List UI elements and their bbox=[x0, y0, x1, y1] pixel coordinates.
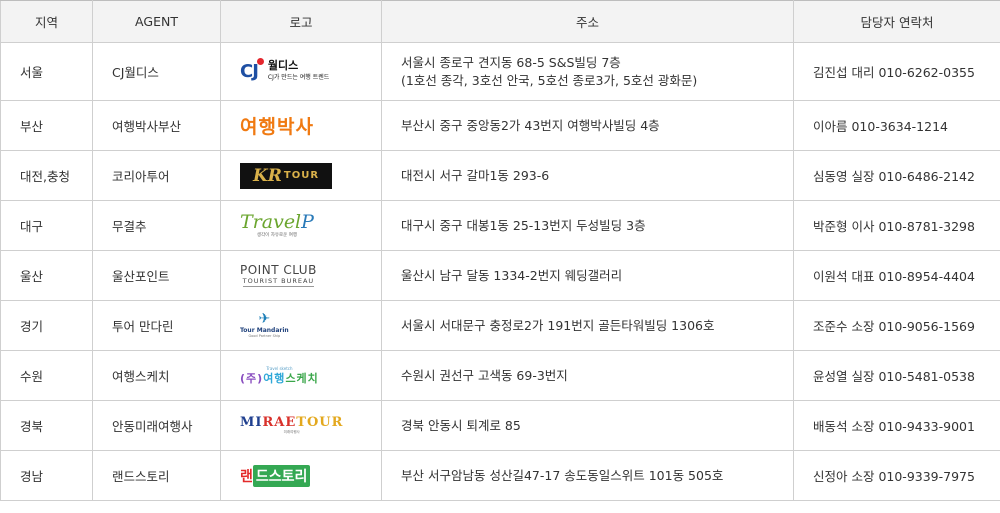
travel-sketch-logo-icon[interactable]: Travel sketch (주)여행스케치 bbox=[240, 366, 319, 385]
region-cell: 부산 bbox=[0, 100, 93, 151]
cj-mark: CJ bbox=[240, 58, 264, 82]
tour-mandarin-logo-icon[interactable]: ✈ Tour Mandarin Good Partner Ship bbox=[240, 311, 289, 339]
agent-cell: CJ월디스 bbox=[92, 42, 221, 101]
contact-cell: 조준수 소장 010-9056-1569 bbox=[793, 300, 1000, 351]
agent-table: 지역 AGENT 로고 주소 담당자 연락처 서울 CJ월디스 CJ 월디스 C… bbox=[0, 0, 1000, 501]
address-line: (1호선 종각, 3호선 안국, 5호선 종로3가, 5호선 광화문) bbox=[401, 72, 698, 88]
point-club-logo-icon[interactable]: POINT CLUB TOURIST BUREAU bbox=[240, 258, 317, 294]
region-cell: 경북 bbox=[0, 400, 93, 451]
agent-cell: 여행박사부산 bbox=[92, 100, 221, 151]
agent-cell: 코리아투어 bbox=[92, 150, 221, 201]
region-cell: 경기 bbox=[0, 300, 93, 351]
table-row: 수원 여행스케치 Travel sketch (주)여행스케치 수원시 권선구 … bbox=[0, 350, 1000, 401]
address-line: 부산시 중구 중앙동2가 43번지 여행박사빌딩 4층 bbox=[401, 117, 660, 133]
header-contact: 담당자 연락처 bbox=[793, 0, 1000, 43]
travel-p-logo-icon[interactable]: TravelP 생각이 자유로운 여행 bbox=[240, 210, 314, 238]
logo-cell: KR TOUR bbox=[220, 150, 382, 201]
contact-cell: 신정아 소장 010-9339-7975 bbox=[793, 450, 1000, 501]
logo-cell: ✈ Tour Mandarin Good Partner Ship bbox=[220, 300, 382, 351]
table-row: 경남 랜드스토리 랜 드스토리 부산 서구암남동 성산길47-17 송도동일스위트… bbox=[0, 450, 1000, 501]
address-line: 울산시 남구 달동 1334-2번지 웨딩갤러리 bbox=[401, 267, 623, 283]
address-cell: 울산시 남구 달동 1334-2번지 웨딩갤러리 bbox=[381, 250, 794, 301]
header-agent: AGENT bbox=[92, 0, 221, 43]
contact-cell: 심동영 실장 010-6486-2142 bbox=[793, 150, 1000, 201]
contact-cell: 박준형 이사 010-8781-3298 bbox=[793, 200, 1000, 251]
agent-cell: 안동미래여행사 bbox=[92, 400, 221, 451]
contact-cell: 이아름 010-3634-1214 bbox=[793, 100, 1000, 151]
logo-cell: MIRAETOUR 미래여행사 bbox=[220, 400, 382, 451]
address-line: 수원시 권선구 고색동 69-3번지 bbox=[401, 367, 568, 383]
address-cell: 수원시 권선구 고색동 69-3번지 bbox=[381, 350, 794, 401]
table-row: 서울 CJ월디스 CJ 월디스 CJ가 만드는 여행 트렌드 서울시 종로구 견… bbox=[0, 42, 1000, 101]
table-row: 대전,충청 코리아투어 KR TOUR 대전시 서구 갈마1동 293-6 심동영… bbox=[0, 150, 1000, 201]
address-line: 서울시 종로구 견지동 68-5 S&S빌딩 7층 bbox=[401, 54, 621, 70]
logo-cell: 랜 드스토리 bbox=[220, 450, 382, 501]
logo-cell: TravelP 생각이 자유로운 여행 bbox=[220, 200, 382, 251]
table-row: 경기 투어 만다린 ✈ Tour Mandarin Good Partner S… bbox=[0, 300, 1000, 351]
header-row: 지역 AGENT 로고 주소 담당자 연락처 bbox=[0, 0, 1000, 43]
region-cell: 서울 bbox=[0, 42, 93, 101]
table-row: 경북 안동미래여행사 MIRAETOUR 미래여행사 경북 안동시 퇴계로 85… bbox=[0, 400, 1000, 451]
agent-cell: 무결추 bbox=[92, 200, 221, 251]
header-address: 주소 bbox=[381, 0, 794, 43]
table-row: 대구 무결추 TravelP 생각이 자유로운 여행 대구시 중구 대봉1동 2… bbox=[0, 200, 1000, 251]
kr-tour-logo-icon[interactable]: KR TOUR bbox=[240, 162, 332, 189]
contact-cell: 김진섭 대리 010-6262-0355 bbox=[793, 42, 1000, 101]
header-logo: 로고 bbox=[220, 0, 382, 43]
bird-icon: ✈ bbox=[258, 311, 271, 328]
region-cell: 울산 bbox=[0, 250, 93, 301]
address-cell: 대구시 중구 대봉1동 25-13번지 두성빌딩 3층 bbox=[381, 200, 794, 251]
address-line: 경북 안동시 퇴계로 85 bbox=[401, 417, 521, 433]
address-cell: 부산시 중구 중앙동2가 43번지 여행박사빌딩 4층 bbox=[381, 100, 794, 151]
address-line: 대전시 서구 갈마1동 293-6 bbox=[401, 167, 550, 183]
region-cell: 대전,충청 bbox=[0, 150, 93, 201]
address-cell: 대전시 서구 갈마1동 293-6 bbox=[381, 150, 794, 201]
logo-cell: Travel sketch (주)여행스케치 bbox=[220, 350, 382, 401]
address-cell: 서울시 종로구 견지동 68-5 S&S빌딩 7층 (1호선 종각, 3호선 안… bbox=[381, 42, 794, 101]
logo-text: 월디스 bbox=[267, 58, 299, 72]
logo-cell: CJ 월디스 CJ가 만드는 여행 트렌드 bbox=[220, 42, 382, 101]
table-row: 부산 여행박사부산 여행박사 부산시 중구 중앙동2가 43번지 여행박사빌딩 … bbox=[0, 100, 1000, 151]
agent-cell: 랜드스토리 bbox=[92, 450, 221, 501]
agent-cell: 투어 만다린 bbox=[92, 300, 221, 351]
address-line: 서울시 서대문구 충정로2가 191번지 골든타워빌딩 1306호 bbox=[401, 317, 715, 333]
logo-tagline: CJ가 만드는 여행 트렌드 bbox=[267, 73, 330, 81]
header-region: 지역 bbox=[0, 0, 93, 43]
region-cell: 대구 bbox=[0, 200, 93, 251]
contact-cell: 이원석 대표 010-8954-4404 bbox=[793, 250, 1000, 301]
tour-doctor-logo-icon[interactable]: 여행박사 bbox=[240, 116, 314, 138]
region-cell: 경남 bbox=[0, 450, 93, 501]
table-row: 울산 울산포인트 POINT CLUB TOURIST BUREAU 울산시 남… bbox=[0, 250, 1000, 301]
address-line: 대구시 중구 대봉1동 25-13번지 두성빌딩 3층 bbox=[401, 217, 646, 233]
logo-cell: 여행박사 bbox=[220, 100, 382, 151]
agent-cell: 울산포인트 bbox=[92, 250, 221, 301]
contact-cell: 배동석 소장 010-9433-9001 bbox=[793, 400, 1000, 451]
mirae-tour-logo-icon[interactable]: MIRAETOUR 미래여행사 bbox=[240, 415, 344, 435]
address-cell: 부산 서구암남동 성산길47-17 송도동일스위트 101동 505호 bbox=[381, 450, 794, 501]
logo-cell: POINT CLUB TOURIST BUREAU bbox=[220, 250, 382, 301]
land-story-logo-icon[interactable]: 랜 드스토리 bbox=[240, 458, 311, 494]
address-cell: 서울시 서대문구 충정로2가 191번지 골든타워빌딩 1306호 bbox=[381, 300, 794, 351]
contact-cell: 윤성열 실장 010-5481-0538 bbox=[793, 350, 1000, 401]
cj-worldis-logo-icon[interactable]: CJ 월디스 CJ가 만드는 여행 트렌드 bbox=[240, 54, 329, 90]
address-line: 부산 서구암남동 성산길47-17 송도동일스위트 101동 505호 bbox=[401, 467, 724, 483]
address-cell: 경북 안동시 퇴계로 85 bbox=[381, 400, 794, 451]
region-cell: 수원 bbox=[0, 350, 93, 401]
agent-cell: 여행스케치 bbox=[92, 350, 221, 401]
